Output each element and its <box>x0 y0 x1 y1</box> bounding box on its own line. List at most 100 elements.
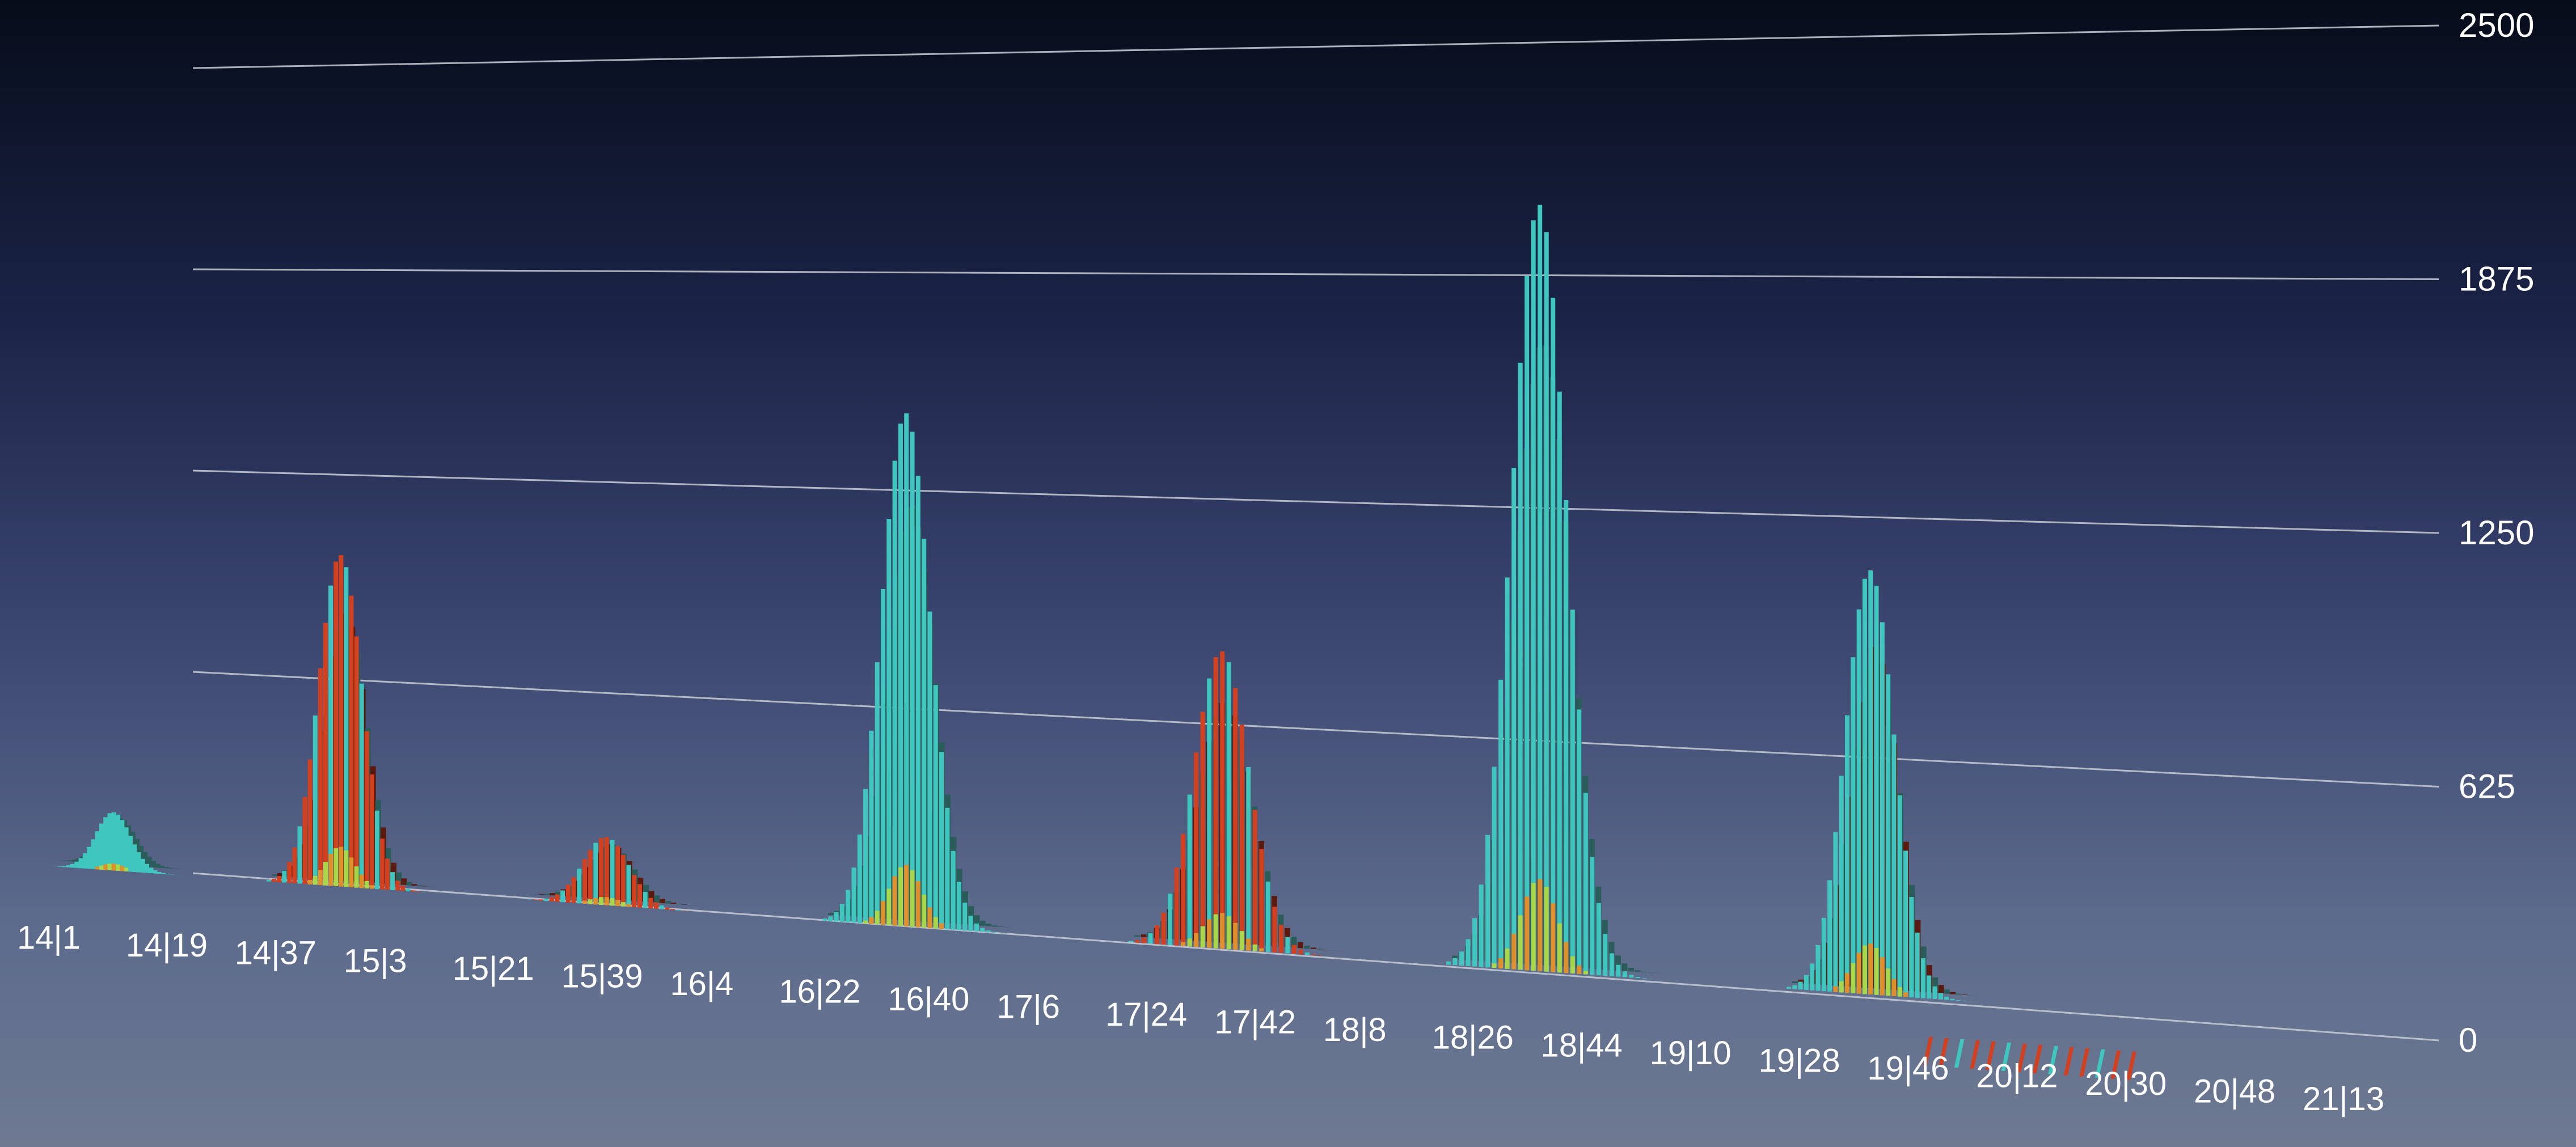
bar-depth <box>670 902 677 904</box>
bar-minor <box>915 881 920 928</box>
x-tick-label: 16|22 <box>779 973 860 1010</box>
bar <box>161 873 166 874</box>
bar <box>149 867 154 874</box>
bar <box>675 909 681 911</box>
bar <box>333 561 339 887</box>
bar-depth <box>997 926 1003 927</box>
bar-minor <box>369 885 374 889</box>
bar-depth <box>162 867 168 869</box>
bar-depth <box>396 872 402 885</box>
bar <box>1226 662 1231 950</box>
bar <box>1304 952 1310 955</box>
x-tick-label: 18|26 <box>1432 1019 1514 1056</box>
bar <box>395 881 400 891</box>
bar <box>307 759 313 884</box>
bar <box>1265 881 1270 953</box>
gridline-1250 <box>192 469 2439 534</box>
bar <box>1511 468 1517 970</box>
bar <box>1570 610 1575 974</box>
x-axis-labels: 14|1 14|19 14|37 15|3 15|21 15|39 16|4 16|22 16|… <box>17 920 2384 1118</box>
bar-minor <box>328 854 333 886</box>
bar-depth <box>277 873 284 877</box>
x-tick-label: 19|46 <box>1867 1050 1949 1087</box>
bar <box>287 862 292 883</box>
bar <box>1213 657 1218 949</box>
bar-depth <box>167 867 173 869</box>
bar-depth <box>401 878 407 885</box>
bar <box>1544 232 1549 972</box>
bar-depth <box>550 893 556 896</box>
bar-minor <box>1259 948 1264 952</box>
bar <box>354 636 359 888</box>
bar <box>1804 975 1809 991</box>
bar <box>349 595 354 887</box>
bar-minor <box>582 900 587 904</box>
bar <box>1590 857 1595 975</box>
cluster-18 <box>1129 651 1355 958</box>
bar-depth <box>1304 945 1310 949</box>
bar-minor <box>95 866 100 870</box>
bar <box>1220 651 1225 949</box>
bar <box>659 905 664 909</box>
bar <box>962 902 968 931</box>
bar-depth <box>828 912 834 915</box>
x-tick-label: 19|28 <box>1758 1042 1840 1079</box>
bar <box>282 871 287 883</box>
x-tick-label: 20|48 <box>2194 1073 2275 1110</box>
bar-depth <box>411 884 417 886</box>
bar-minor <box>927 907 932 928</box>
bar-minor <box>124 867 129 871</box>
bar <box>1880 622 1885 996</box>
bar <box>136 852 141 873</box>
bar-minor <box>881 901 886 925</box>
bar <box>881 589 886 925</box>
bar <box>1531 220 1536 971</box>
bar <box>974 923 979 932</box>
y-tick-label: 1250 <box>2459 514 2534 552</box>
bar <box>1272 907 1277 953</box>
bar <box>1466 939 1471 966</box>
bar <box>593 843 598 905</box>
bar <box>834 912 839 922</box>
bar <box>1622 971 1627 977</box>
bar <box>1862 578 1867 994</box>
x-tick-label: 17|6 <box>996 989 1060 1026</box>
bar-minor <box>1570 956 1575 974</box>
x-tick-label: 14|37 <box>235 935 316 972</box>
bar-depth <box>1452 955 1458 959</box>
bar <box>1810 963 1815 991</box>
bar-minor <box>620 902 626 907</box>
bar-depth <box>71 860 78 862</box>
bar <box>2079 1048 2090 1077</box>
bar <box>875 662 880 925</box>
x-tick-label: 14|1 <box>17 920 81 956</box>
bar <box>91 839 96 869</box>
cluster-17 <box>822 413 1027 934</box>
bar-minor <box>1856 953 1861 994</box>
bar <box>1187 794 1192 947</box>
bar <box>637 884 642 908</box>
bar-minor <box>869 917 874 924</box>
bar <box>1956 1000 1961 1001</box>
x-tick-label: 21|13 <box>2303 1081 2384 1118</box>
bar-minor <box>1839 981 1844 993</box>
bar <box>869 730 874 924</box>
bar-minor <box>1194 933 1199 947</box>
bar <box>318 668 323 886</box>
bar <box>1909 896 1914 998</box>
bar <box>1479 884 1484 967</box>
bar-minor <box>1213 914 1218 949</box>
bar-minor <box>1874 948 1879 995</box>
bar-depth <box>421 886 428 887</box>
bar-depth <box>533 894 539 895</box>
bar-depth <box>1615 955 1621 971</box>
bar-minor <box>99 865 104 870</box>
bar-minor <box>344 850 349 887</box>
bar <box>140 858 145 873</box>
bar-minor <box>1226 916 1231 950</box>
bar-minor <box>892 876 897 926</box>
bar <box>939 752 944 929</box>
bar-minor <box>1531 883 1536 971</box>
bar-minor <box>1891 979 1897 996</box>
bar-depth <box>406 882 412 886</box>
